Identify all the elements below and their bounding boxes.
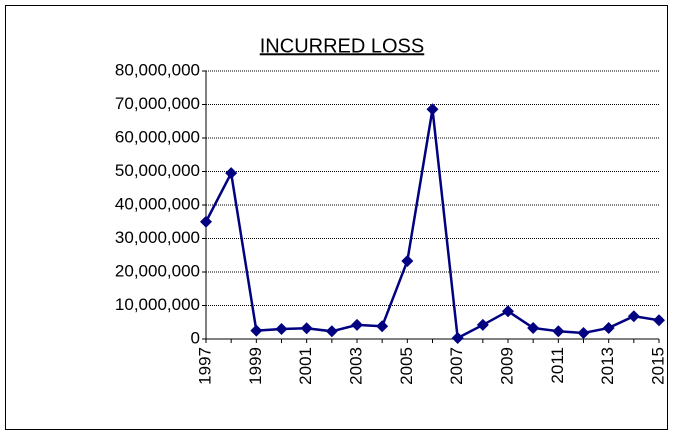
- data-point: [300, 322, 313, 335]
- x-tick-label: 2011: [548, 347, 567, 384]
- data-point: [376, 320, 389, 333]
- data-point: [275, 322, 288, 335]
- x-tick-label: 2001: [296, 347, 315, 385]
- data-point: [552, 325, 565, 338]
- x-tick-label: 2015: [648, 347, 667, 385]
- data-point: [502, 305, 514, 318]
- data-point: [351, 318, 363, 331]
- x-tick-label: 2009: [497, 347, 516, 385]
- x-tick-label: 2003: [346, 347, 365, 385]
- x-tick-label: 1999: [246, 347, 265, 385]
- data-point: [627, 310, 640, 323]
- chart-border: [5, 5, 668, 430]
- data-point: [527, 321, 540, 334]
- data-point: [401, 254, 414, 267]
- data-point: [325, 325, 338, 338]
- data-point: [577, 326, 590, 339]
- x-tick-label: 1997: [195, 347, 214, 385]
- y-tick-label: 0: [191, 328, 200, 347]
- x-tick-label: 2007: [447, 347, 466, 385]
- data-point: [451, 331, 464, 344]
- data-point: [225, 167, 238, 180]
- data-point: [200, 215, 212, 228]
- data-point: [602, 321, 615, 334]
- y-tick-label: 40,000,000: [115, 194, 200, 213]
- data-point: [426, 103, 439, 116]
- x-tick-label: 2013: [598, 347, 617, 385]
- x-tick-label: 2005: [397, 347, 416, 385]
- data-point: [653, 314, 665, 327]
- y-tick-label: 50,000,000: [115, 161, 200, 180]
- data-point: [476, 318, 489, 331]
- y-tick-label: 10,000,000: [115, 295, 200, 314]
- y-tick-label: 30,000,000: [115, 228, 200, 247]
- y-tick-label: 20,000,000: [115, 261, 200, 280]
- y-tick-label: 60,000,000: [115, 127, 200, 146]
- y-tick-label: 80,000,000: [115, 60, 200, 79]
- y-tick-label: 70,000,000: [115, 94, 200, 113]
- chart-title: INCURRED LOSS: [260, 35, 424, 57]
- data-point: [250, 324, 263, 337]
